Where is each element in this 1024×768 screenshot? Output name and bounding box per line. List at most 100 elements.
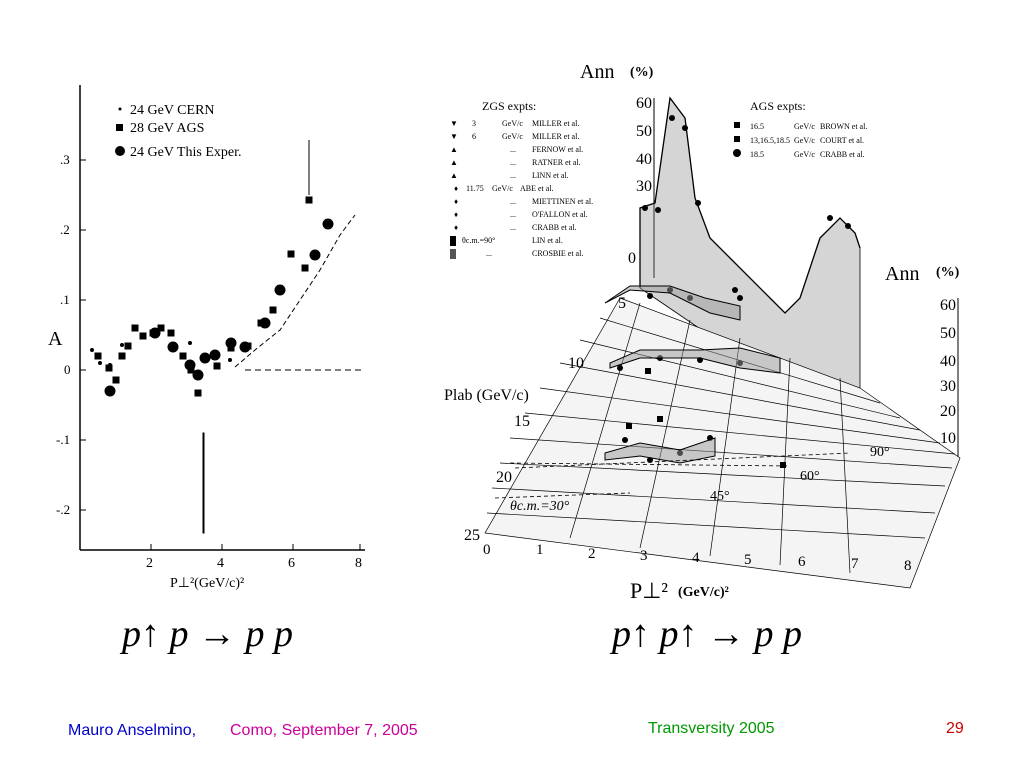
right-3d-ann-plot: Ann (%) ZGS expts: ▼ 3 GeV/c MILLER et al. … bbox=[444, 61, 961, 603]
svg-text:3: 3 bbox=[472, 119, 476, 128]
svg-text:3: 3 bbox=[640, 548, 648, 564]
svg-text:RATNER et al.: RATNER et al. bbox=[532, 158, 581, 167]
svg-text:.1: .1 bbox=[60, 292, 70, 307]
footer-page-number: 29 bbox=[946, 720, 964, 737]
svg-text:O'FALLON et al.: O'FALLON et al. bbox=[532, 210, 588, 219]
right-x-axis-label: P⊥² bbox=[630, 578, 668, 603]
ann-surface-back bbox=[639, 96, 861, 389]
svg-text:...: ... bbox=[510, 210, 516, 219]
svg-text:0: 0 bbox=[483, 542, 491, 558]
svg-text:LINN et al.: LINN et al. bbox=[532, 171, 569, 180]
svg-text:0: 0 bbox=[64, 362, 71, 377]
left-legend: 24 GeV CERN 28 GeV AGS 24 GeV This Exper… bbox=[115, 103, 241, 160]
ann-unit-top: (%) bbox=[630, 65, 654, 80]
left-x-ticks: 2 4 6 8 bbox=[146, 544, 362, 571]
svg-text:▲: ▲ bbox=[450, 171, 458, 180]
svg-text:♦: ♦ bbox=[454, 223, 458, 232]
svg-text:MILLER et al.: MILLER et al. bbox=[532, 119, 579, 128]
svg-text:BROWN et al.: BROWN et al. bbox=[820, 122, 867, 131]
svg-text:11.75: 11.75 bbox=[466, 184, 484, 193]
svg-text:24 GeV CERN: 24 GeV CERN bbox=[130, 103, 215, 118]
svg-text:LIN et al.: LIN et al. bbox=[532, 236, 563, 245]
svg-text:6: 6 bbox=[472, 132, 476, 141]
svg-text:1: 1 bbox=[536, 542, 544, 558]
ann-label-top: Ann bbox=[580, 61, 614, 83]
svg-text:13,16.5,18.5: 13,16.5,18.5 bbox=[750, 136, 790, 145]
svg-text:GeV/c: GeV/c bbox=[492, 184, 513, 193]
svg-text:2: 2 bbox=[146, 556, 153, 571]
ags-legend: AGS expts: 16.5 GeV/c BROWN et al. 13,16.5… bbox=[733, 99, 867, 159]
formula-left: p↑ p → p p bbox=[122, 613, 293, 655]
svg-text:.3: .3 bbox=[60, 152, 70, 167]
svg-text:20: 20 bbox=[496, 469, 512, 486]
svg-text:-.2: -.2 bbox=[56, 502, 70, 517]
svg-text:6: 6 bbox=[288, 556, 295, 571]
this-exper-points bbox=[104, 218, 334, 397]
footer-conference: Transversity 2005 bbox=[648, 720, 775, 737]
svg-text:7: 7 bbox=[851, 556, 859, 572]
svg-text:...: ... bbox=[486, 249, 492, 258]
svg-text:FERNOW et al.: FERNOW et al. bbox=[532, 145, 583, 154]
svg-text:0: 0 bbox=[628, 250, 636, 267]
svg-text:10: 10 bbox=[940, 430, 956, 447]
left-x-axis-label: P⊥²(GeV/c)² bbox=[170, 576, 244, 591]
svg-text:50: 50 bbox=[940, 325, 956, 342]
svg-text:GeV/c: GeV/c bbox=[794, 136, 815, 145]
formula-right: p↑ p↑ → p p bbox=[612, 613, 802, 655]
svg-text:40: 40 bbox=[636, 151, 652, 168]
zgs-legend: ZGS expts: ▼ 3 GeV/c MILLER et al. ▼ 6 GeV/c M… bbox=[450, 99, 593, 259]
svg-text:-.1: -.1 bbox=[56, 432, 70, 447]
svg-text:AGS expts:: AGS expts: bbox=[750, 99, 806, 113]
plab-ticks: 5 10 15 20 25 bbox=[464, 295, 626, 544]
svg-text:GeV/c: GeV/c bbox=[502, 132, 523, 141]
plab-label: Plab (GeV/c) bbox=[444, 387, 529, 404]
svg-text:5: 5 bbox=[744, 552, 752, 568]
svg-text:...: ... bbox=[510, 171, 516, 180]
svg-text:...: ... bbox=[510, 223, 516, 232]
right-x-ticks: 0 1 2 3 4 5 6 7 8 bbox=[483, 542, 912, 574]
ann-ticks-left: 60 50 40 30 0 bbox=[628, 95, 652, 267]
footer-author: Mauro Anselmino, bbox=[68, 722, 197, 739]
svg-text:6: 6 bbox=[798, 554, 806, 570]
left-data-points bbox=[90, 140, 334, 534]
svg-text:24 GeV This Exper.: 24 GeV This Exper. bbox=[130, 145, 241, 160]
svg-text:20: 20 bbox=[940, 403, 956, 420]
svg-text:40: 40 bbox=[940, 353, 956, 370]
angle-label-45: 45° bbox=[710, 489, 730, 504]
svg-text:50: 50 bbox=[636, 123, 652, 140]
svg-text:▲: ▲ bbox=[450, 158, 458, 167]
svg-text:10: 10 bbox=[568, 355, 584, 372]
svg-text:60: 60 bbox=[636, 95, 652, 112]
ags-points bbox=[94, 140, 313, 534]
svg-text:♦: ♦ bbox=[454, 210, 458, 219]
svg-text:...: ... bbox=[510, 145, 516, 154]
svg-text:60: 60 bbox=[940, 297, 956, 314]
left-y-axis-label: A bbox=[48, 328, 63, 350]
svg-text:♦: ♦ bbox=[454, 184, 458, 193]
svg-text:♦: ♦ bbox=[454, 197, 458, 206]
svg-text:8: 8 bbox=[904, 558, 912, 574]
plab-grid-floor bbox=[484, 297, 961, 589]
svg-text:COURT et al.: COURT et al. bbox=[820, 136, 864, 145]
left-y-ticks: .3 .2 .1 0 -.1 -.2 bbox=[56, 152, 86, 517]
left-asymmetry-plot: .3 .2 .1 0 -.1 -.2 A 2 4 6 8 P⊥²(GeV/c)²… bbox=[48, 85, 365, 591]
svg-text:ZGS expts:: ZGS expts: bbox=[482, 99, 536, 113]
svg-text:MILLER et al.: MILLER et al. bbox=[532, 132, 579, 141]
svg-text:5: 5 bbox=[618, 295, 626, 312]
angle-label-60: 60° bbox=[800, 469, 820, 484]
svg-text:18.5: 18.5 bbox=[750, 150, 764, 159]
svg-text:25: 25 bbox=[464, 527, 480, 544]
svg-text:30: 30 bbox=[636, 178, 652, 195]
svg-text:ABE et al.: ABE et al. bbox=[520, 184, 554, 193]
svg-text:GeV/c: GeV/c bbox=[502, 119, 523, 128]
svg-text:▼: ▼ bbox=[450, 119, 458, 128]
svg-text:4: 4 bbox=[217, 556, 224, 571]
svg-text:2: 2 bbox=[588, 546, 596, 562]
left-trend-line bbox=[234, 214, 356, 368]
right-x-axis-unit: (GeV/c)² bbox=[678, 585, 729, 600]
svg-text:4: 4 bbox=[692, 550, 700, 566]
svg-text:GeV/c: GeV/c bbox=[794, 150, 815, 159]
svg-text:▼: ▼ bbox=[450, 132, 458, 141]
svg-text:CROSBIE et al.: CROSBIE et al. bbox=[532, 249, 583, 258]
angle-label-90: 90° bbox=[870, 445, 890, 460]
